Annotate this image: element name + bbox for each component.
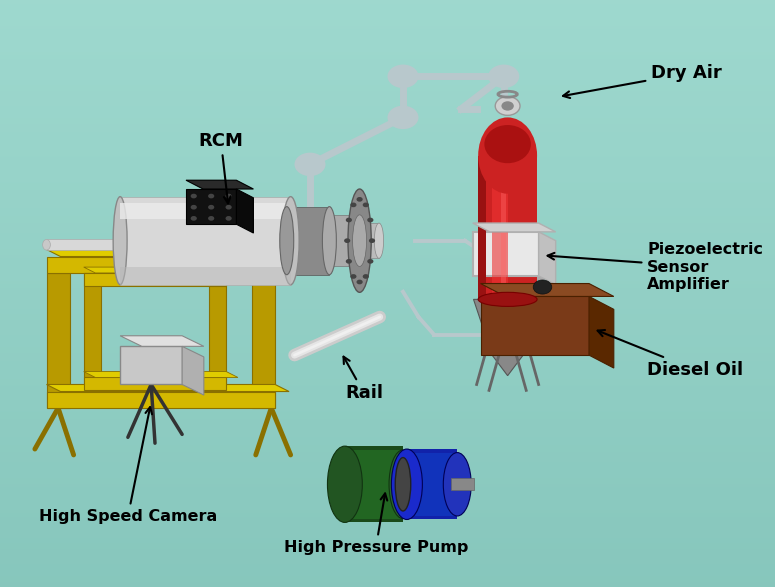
Circle shape [226, 205, 232, 210]
Circle shape [350, 203, 356, 207]
Bar [492, 161, 508, 294]
Circle shape [363, 203, 369, 207]
Circle shape [344, 238, 350, 243]
Circle shape [346, 218, 352, 222]
Ellipse shape [353, 215, 367, 266]
Circle shape [208, 216, 214, 221]
Text: Rail: Rail [343, 357, 384, 403]
Circle shape [191, 205, 197, 210]
Circle shape [533, 280, 552, 294]
Ellipse shape [282, 197, 299, 285]
Ellipse shape [478, 292, 537, 306]
Text: RCM: RCM [198, 131, 243, 203]
Bar [501, 167, 506, 288]
Bar [120, 197, 291, 285]
Circle shape [356, 279, 363, 284]
Circle shape [226, 216, 232, 221]
Text: Piezoelectric
Sensor
Amplifier: Piezoelectric Sensor Amplifier [548, 242, 763, 292]
Text: Diesel Oil: Diesel Oil [598, 330, 743, 379]
FancyBboxPatch shape [120, 346, 182, 384]
FancyBboxPatch shape [46, 273, 70, 408]
Circle shape [388, 106, 418, 129]
Circle shape [501, 101, 514, 111]
Ellipse shape [391, 449, 422, 519]
FancyBboxPatch shape [46, 392, 275, 408]
FancyBboxPatch shape [252, 273, 275, 408]
Bar [120, 267, 291, 285]
Polygon shape [84, 372, 238, 377]
Text: High Pressure Pump: High Pressure Pump [284, 494, 468, 555]
Bar [407, 449, 457, 519]
Ellipse shape [443, 453, 471, 516]
FancyBboxPatch shape [480, 296, 589, 355]
Ellipse shape [280, 207, 294, 275]
Polygon shape [473, 223, 556, 232]
Ellipse shape [350, 215, 361, 266]
Ellipse shape [389, 450, 417, 519]
Polygon shape [480, 284, 614, 296]
Polygon shape [84, 267, 238, 273]
Polygon shape [182, 346, 204, 395]
Bar [478, 156, 486, 299]
Bar [478, 156, 537, 299]
Ellipse shape [395, 458, 411, 511]
Circle shape [356, 197, 363, 202]
Bar [451, 478, 474, 490]
FancyBboxPatch shape [84, 273, 226, 286]
Bar [345, 450, 403, 519]
Circle shape [363, 274, 369, 279]
FancyBboxPatch shape [209, 273, 226, 390]
Circle shape [367, 259, 374, 264]
FancyBboxPatch shape [186, 189, 236, 224]
Circle shape [226, 194, 232, 198]
Bar [120, 203, 291, 219]
Polygon shape [236, 189, 253, 233]
Bar [345, 446, 403, 522]
Text: High Speed Camera: High Speed Camera [39, 407, 217, 524]
Ellipse shape [327, 446, 363, 522]
Ellipse shape [113, 197, 127, 285]
FancyBboxPatch shape [60, 255, 289, 266]
Bar [407, 453, 457, 516]
Circle shape [294, 153, 326, 176]
Polygon shape [46, 384, 289, 392]
Bar [287, 207, 329, 275]
Circle shape [369, 238, 375, 243]
Ellipse shape [322, 207, 336, 275]
Ellipse shape [43, 239, 50, 250]
Ellipse shape [478, 117, 537, 194]
FancyBboxPatch shape [84, 273, 101, 390]
Polygon shape [589, 296, 614, 368]
Polygon shape [539, 232, 556, 285]
Ellipse shape [374, 223, 384, 258]
Bar [46, 239, 136, 250]
Circle shape [208, 194, 214, 198]
Circle shape [388, 65, 418, 88]
Bar [326, 215, 356, 266]
Circle shape [350, 274, 356, 279]
Circle shape [191, 194, 197, 198]
Polygon shape [46, 249, 289, 257]
Polygon shape [474, 299, 542, 376]
Circle shape [495, 96, 520, 115]
Circle shape [346, 259, 352, 264]
Ellipse shape [484, 125, 531, 163]
Ellipse shape [348, 189, 371, 292]
Text: Dry Air: Dry Air [563, 65, 722, 98]
FancyBboxPatch shape [84, 377, 226, 390]
Circle shape [208, 205, 214, 210]
FancyBboxPatch shape [46, 257, 275, 273]
Bar [360, 223, 379, 258]
Polygon shape [186, 180, 253, 189]
Circle shape [488, 65, 519, 88]
Bar [478, 236, 544, 280]
Circle shape [191, 216, 197, 221]
Bar [473, 232, 539, 276]
Polygon shape [120, 336, 204, 346]
Circle shape [367, 218, 374, 222]
